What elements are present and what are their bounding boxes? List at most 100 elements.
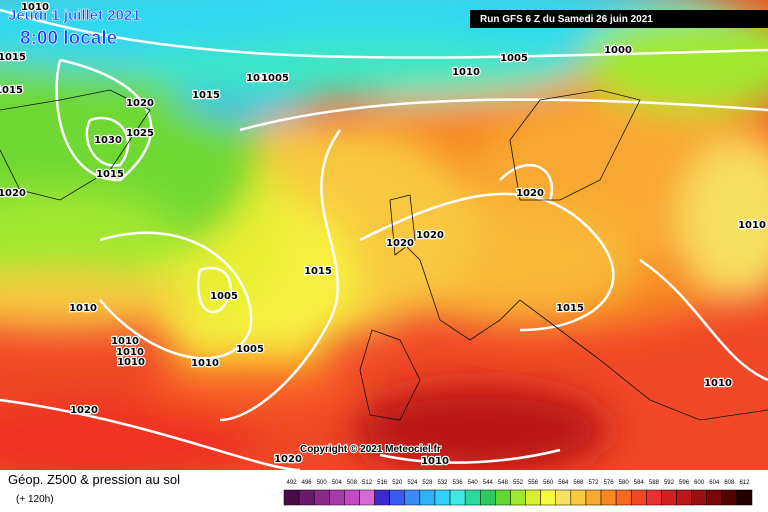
footer-lead: (+ 120h) xyxy=(16,494,54,505)
scale-label: 504 xyxy=(332,480,343,486)
scale-label: 584 xyxy=(634,480,645,486)
isobar-label: 1005 xyxy=(500,53,528,64)
isobar-label: 1010 xyxy=(452,67,480,78)
scale-label: 516 xyxy=(377,480,388,486)
isobar-label: 1020 xyxy=(70,405,98,416)
isobar-label: 1010 xyxy=(117,357,145,368)
isobar-label: 1010 xyxy=(704,378,732,389)
scale-swatch xyxy=(706,489,723,506)
date: Jeudi 1 juillet 2021 xyxy=(8,7,141,24)
scale-swatch xyxy=(555,489,572,506)
isobar-label: 1020 xyxy=(516,188,544,199)
scale-label: 496 xyxy=(302,480,313,486)
scale-swatch xyxy=(630,489,647,506)
scale-label: 600 xyxy=(694,480,705,486)
copyright: Copyright © 2021 Meteociel.fr xyxy=(300,444,441,455)
scale-label: 572 xyxy=(588,480,599,486)
scale-label: 596 xyxy=(679,480,690,486)
scale-swatch xyxy=(389,489,406,506)
scale-swatch xyxy=(374,489,390,506)
scale-label: 524 xyxy=(407,480,418,486)
isobar-label: 1015 xyxy=(0,85,23,96)
scale-swatch xyxy=(736,489,753,506)
scale-swatch xyxy=(283,489,300,506)
scale-swatch xyxy=(419,489,436,506)
isobar-label: 1015 xyxy=(96,169,124,180)
scale-swatch xyxy=(646,489,662,506)
isobar-label: 1020 xyxy=(126,98,154,109)
pressure-labels: 1010 1015 1015 1020 1030 1025 1015 1015 … xyxy=(0,1,767,469)
isobar-label: 1005 xyxy=(261,73,289,84)
scale-label: 544 xyxy=(483,480,494,486)
isobar-label: 1030 xyxy=(94,135,122,146)
isobar-label: 1010 xyxy=(421,456,449,467)
scale-swatch xyxy=(434,489,451,506)
scale-swatch xyxy=(313,489,330,506)
scale-label: 604 xyxy=(709,480,720,486)
scale-label: 508 xyxy=(347,480,358,486)
scale-swatch xyxy=(570,489,587,506)
scale-swatch xyxy=(344,489,360,506)
scale-label: 592 xyxy=(664,480,675,486)
isobar-label: 1025 xyxy=(126,128,154,139)
isobar-label: 1005 xyxy=(236,344,264,355)
isobar-label: 1000 xyxy=(604,45,632,56)
scale-swatch xyxy=(480,489,496,506)
scale-swatch xyxy=(540,489,556,506)
isobar-label: 1010 xyxy=(246,73,274,84)
scale-swatch xyxy=(464,489,481,506)
scale-label: 588 xyxy=(649,480,660,486)
scale-label: 548 xyxy=(498,480,509,486)
footer-title: Géop. Z500 & pression au sol xyxy=(8,472,180,487)
scale-label: 576 xyxy=(604,480,615,486)
scale-swatch xyxy=(600,489,617,506)
scale-label: 560 xyxy=(543,480,554,486)
scale-swatch xyxy=(404,489,421,506)
scale-label: 492 xyxy=(287,480,298,486)
scale-swatch xyxy=(359,489,375,506)
scale-label: 536 xyxy=(453,480,464,486)
isobar-label: 1015 xyxy=(556,303,584,314)
scale-swatch xyxy=(298,489,315,506)
color-scale: 492 496 500 504 508 512 516 520 524 528 532 536 540 5… xyxy=(283,480,753,506)
scale-swatch xyxy=(510,489,526,506)
scale-swatch xyxy=(721,489,738,506)
scale-swatch xyxy=(525,489,541,506)
field xyxy=(0,0,768,470)
scale-label: 520 xyxy=(392,480,403,486)
scale-swatch xyxy=(661,489,677,506)
isobar-label: 1015 xyxy=(192,90,220,101)
isobar-label: 1020 xyxy=(386,238,414,249)
scale-swatch xyxy=(615,489,632,506)
scale-label: 540 xyxy=(468,480,479,486)
scale-label: 612 xyxy=(739,480,750,486)
scale-label: 556 xyxy=(528,480,539,486)
scale-label: 528 xyxy=(422,480,433,486)
isobar-label: 1020 xyxy=(0,188,26,199)
scale-label: 532 xyxy=(438,480,449,486)
time: 8:00 locale xyxy=(20,28,117,49)
scale-label: 580 xyxy=(619,480,630,486)
scale-label: 564 xyxy=(558,480,569,486)
scale-label: 608 xyxy=(724,480,735,486)
scale-label: 512 xyxy=(362,480,373,486)
isobar-label: 1015 xyxy=(0,52,26,63)
scale-label: 500 xyxy=(317,480,328,486)
isobar-label: 1020 xyxy=(274,454,302,465)
isobar-label: 1020 xyxy=(416,230,444,241)
isobar-label: 1010 xyxy=(21,2,49,13)
scale-swatch xyxy=(495,489,511,506)
isobar-label: 1010 xyxy=(111,336,139,347)
isobar-label: 1005 xyxy=(210,291,238,302)
scale-swatch xyxy=(329,489,345,506)
scale-label: 552 xyxy=(513,480,524,486)
scale-swatch xyxy=(449,489,466,506)
scale-swatch xyxy=(585,489,602,506)
run-info: Run GFS 6 Z du Samedi 26 juin 2021 xyxy=(480,14,653,25)
isobar-label: 1010 xyxy=(116,347,144,358)
isobar-label: 1010 xyxy=(69,303,97,314)
isobar-label: 1010 xyxy=(191,358,219,369)
isobar-label: 1015 xyxy=(304,266,332,277)
